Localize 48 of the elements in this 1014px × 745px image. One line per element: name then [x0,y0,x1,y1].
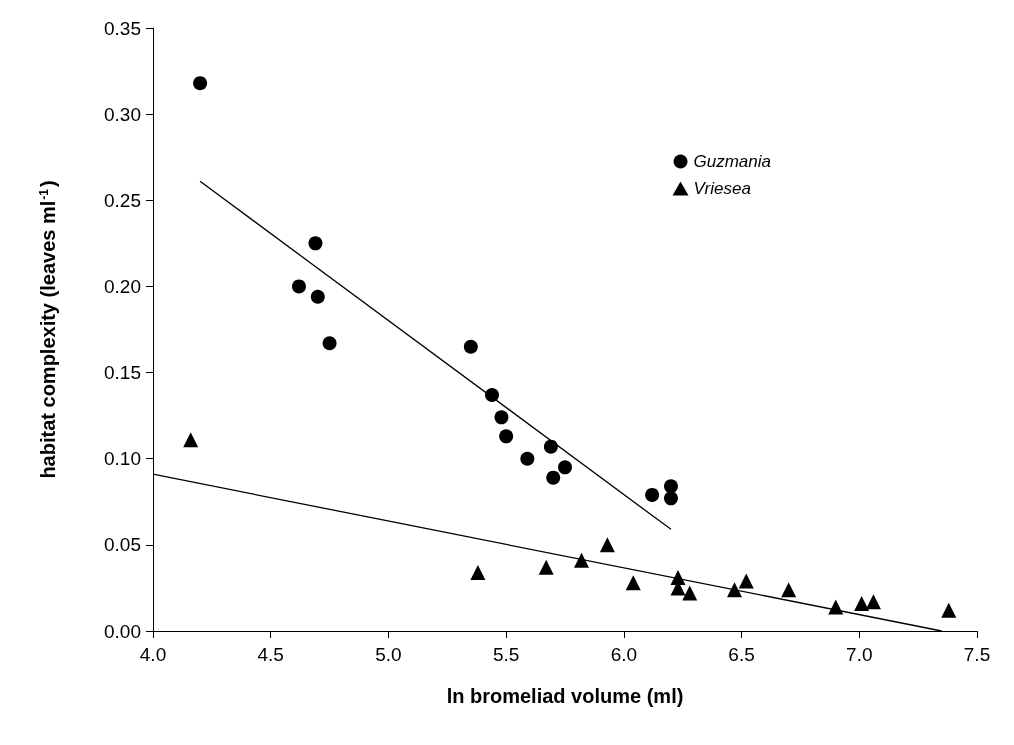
point [193,76,208,91]
point [499,429,514,444]
point [546,470,561,485]
point [625,575,641,591]
legend-label: Vriesea [693,179,751,198]
point [645,487,660,502]
point [781,582,797,598]
y-axis-title: habitat complexity (leaves ml-1) [37,180,59,479]
x-tick-label: 4.5 [257,644,284,665]
point [599,537,615,553]
point [463,339,478,354]
y-tick-label: 0.25 [104,189,141,211]
point [663,491,678,506]
x-tick-label: 6.5 [728,644,755,665]
x-tick-label: 4.0 [139,644,167,665]
point [854,595,870,611]
y-tick-label: 0.30 [104,103,141,125]
x-axis-title: ln bromeliad volume (ml) [446,685,684,707]
point [308,236,323,251]
legend-label: Guzmania [693,152,771,171]
x-tick-label: 7.5 [963,644,991,665]
point [310,289,325,304]
y-tick-label: 0.20 [104,275,141,297]
x-tick-label: 5.5 [492,644,520,665]
y-tick-label: 0.35 [104,17,141,39]
point [573,552,589,568]
y-tick-label: 0.10 [104,448,141,470]
point [865,594,881,610]
x-tick-label: 5.0 [375,644,402,665]
point [543,439,558,454]
point [470,564,486,580]
point [941,602,957,618]
point [322,336,337,351]
y-tick-label: 0.05 [104,534,141,556]
point [291,279,306,294]
point [538,559,554,575]
x-tick-label: 7.0 [846,644,873,665]
point [558,460,572,475]
point [682,585,698,601]
y-tick-label: 0.15 [104,362,141,384]
x-tick-label: 6.0 [610,644,638,665]
point [520,451,535,466]
y-tick-label: 0.00 [104,620,141,642]
point [494,410,509,425]
point [738,573,754,589]
point [727,582,743,598]
point [663,479,678,494]
point [183,432,199,448]
